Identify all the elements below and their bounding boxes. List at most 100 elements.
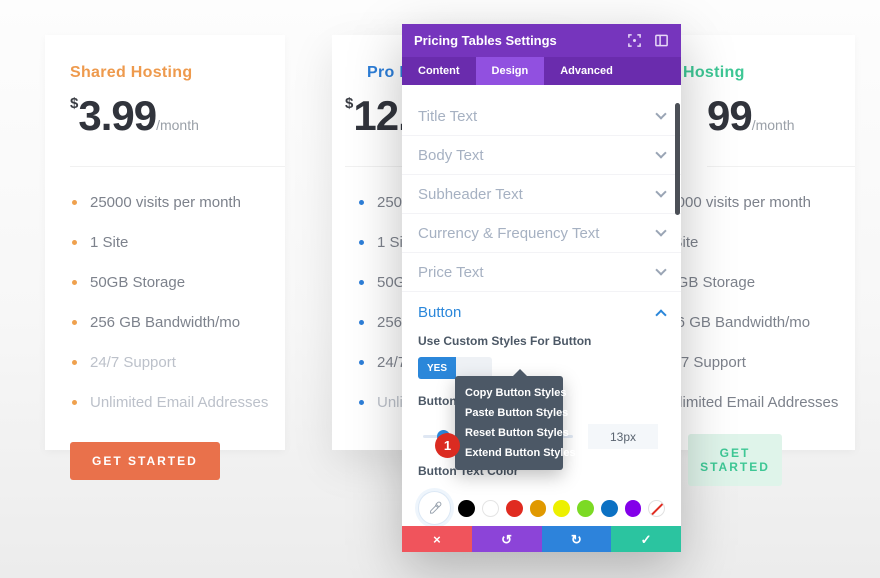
panel-layout-icon[interactable] bbox=[654, 33, 669, 48]
discard-button[interactable]: × bbox=[402, 526, 472, 552]
modal-header: Pricing Tables Settings bbox=[402, 24, 681, 57]
bullet-icon bbox=[359, 240, 364, 245]
color-swatch-row bbox=[418, 491, 665, 525]
section-title-text[interactable]: Title Text bbox=[402, 97, 681, 136]
feature-label: 256 GB Bandwidth/mo bbox=[660, 314, 811, 331]
feature-label: 24/7 Support bbox=[90, 354, 176, 371]
save-button[interactable]: ✓ bbox=[611, 526, 681, 552]
section-subheader-text[interactable]: Subheader Text bbox=[402, 175, 681, 214]
bullet-icon bbox=[359, 320, 364, 325]
feature-item: 25000 visits per month bbox=[72, 194, 285, 211]
bullet-icon bbox=[359, 400, 364, 405]
feature-label: Unlimited Email Addresses bbox=[90, 394, 269, 411]
chevron-down-icon bbox=[655, 186, 667, 198]
use-custom-styles-toggle[interactable]: YES bbox=[418, 357, 492, 379]
get-started-button[interactable]: GET STARTED bbox=[70, 442, 220, 480]
swatch-blue[interactable] bbox=[600, 499, 618, 517]
feature-label: 24/7 Support bbox=[660, 354, 746, 371]
chevron-down-icon bbox=[655, 147, 667, 159]
feature-item: 256 GB Bandwidth/mo bbox=[72, 314, 285, 331]
step-badge: 1 bbox=[435, 433, 460, 458]
currency-sign: $ bbox=[345, 95, 354, 112]
chevron-down-icon bbox=[655, 108, 667, 120]
use-custom-styles-label: Use Custom Styles For Button bbox=[418, 334, 592, 348]
bullet-icon bbox=[72, 240, 77, 245]
feature-item: 50GB Storage bbox=[72, 274, 285, 291]
feature-item: 24/7 Support bbox=[72, 354, 285, 371]
card-title: Hosting bbox=[683, 64, 745, 81]
bullet-icon bbox=[72, 280, 77, 285]
tab-design[interactable]: Design bbox=[475, 57, 545, 85]
swatch-black[interactable] bbox=[458, 499, 476, 517]
expand-focus-icon[interactable] bbox=[627, 33, 642, 48]
pricing-tables-settings-modal: Pricing Tables Settings Content Design A… bbox=[402, 24, 681, 552]
feature-list: 25000 visits per month 1 Site 50GB Stora… bbox=[72, 194, 285, 411]
swatch-purple[interactable] bbox=[624, 499, 642, 517]
feature-label: 25000 visits per month bbox=[90, 194, 241, 211]
bullet-icon bbox=[72, 400, 77, 405]
feature-item: 1 Site bbox=[72, 234, 285, 251]
redo-button[interactable]: ↻ bbox=[541, 526, 612, 552]
feature-label: 1 Site bbox=[90, 234, 129, 251]
section-label: Currency & Frequency Text bbox=[418, 224, 600, 242]
bullet-icon bbox=[72, 320, 77, 325]
price-value: 99 bbox=[707, 92, 753, 139]
copy-button-styles-item[interactable]: Copy Button Styles bbox=[465, 387, 567, 399]
get-started-button[interactable]: GET STARTED bbox=[688, 434, 782, 486]
button-styles-context-menu: Copy Button Styles Paste Button Styles R… bbox=[455, 369, 576, 470]
swatch-red[interactable] bbox=[505, 499, 523, 517]
extend-button-styles-item[interactable]: Extend Button Styles bbox=[465, 447, 576, 459]
modal-scrollbar-thumb[interactable] bbox=[675, 103, 680, 215]
eyedropper-icon bbox=[429, 501, 442, 514]
currency-sign: $ bbox=[70, 95, 79, 112]
section-price-text[interactable]: Price Text bbox=[402, 253, 681, 292]
size-value-input[interactable]: 13px bbox=[588, 424, 658, 449]
section-button[interactable]: Button bbox=[418, 304, 667, 321]
price-value: 3.99 bbox=[78, 92, 157, 139]
bullet-icon bbox=[72, 360, 77, 365]
price: 99/month bbox=[707, 92, 855, 167]
swatch-green[interactable] bbox=[577, 499, 594, 517]
eyedropper-button[interactable] bbox=[418, 491, 452, 525]
modal-title: Pricing Tables Settings bbox=[414, 33, 557, 48]
feature-item: Unlimited Email Addresses bbox=[72, 394, 285, 411]
bullet-icon bbox=[72, 200, 77, 205]
pricing-card-shared-hosting: Shared Hosting $3.99/month 25000 visits … bbox=[45, 35, 285, 480]
price: $3.99/month bbox=[70, 92, 285, 167]
swatch-yellow[interactable] bbox=[553, 499, 571, 517]
modal-footer: × ↺ ↻ ✓ bbox=[402, 526, 681, 552]
feature-label: Unlimited Email Addresses bbox=[660, 394, 839, 411]
modal-body: Title Text Body Text Subheader Text Curr… bbox=[402, 85, 681, 526]
section-body-text[interactable]: Body Text bbox=[402, 136, 681, 175]
reset-button-styles-item[interactable]: Reset Button Styles bbox=[465, 427, 569, 439]
section-label: Body Text bbox=[418, 146, 484, 164]
chevron-up-icon bbox=[655, 308, 667, 321]
chevron-down-icon bbox=[655, 225, 667, 237]
bullet-icon bbox=[359, 360, 364, 365]
feature-list: 25000 visits per month 1 Site 50GB Stora… bbox=[642, 194, 855, 411]
swatch-white[interactable] bbox=[482, 499, 499, 517]
modal-tabs: Content Design Advanced bbox=[402, 57, 681, 85]
feature-label: 256 GB Bandwidth/mo bbox=[90, 314, 241, 331]
price-period: /month bbox=[751, 117, 795, 133]
swatch-none[interactable] bbox=[648, 499, 665, 517]
section-label: Button bbox=[418, 304, 462, 321]
tab-advanced[interactable]: Advanced bbox=[560, 65, 613, 77]
tab-content[interactable]: Content bbox=[418, 65, 460, 77]
paste-button-styles-item[interactable]: Paste Button Styles bbox=[465, 407, 569, 419]
feature-label: 25000 visits per month bbox=[660, 194, 811, 211]
card-title: Shared Hosting bbox=[70, 64, 193, 81]
feature-label: 50GB Storage bbox=[660, 274, 756, 291]
toggle-yes-label: YES bbox=[418, 357, 456, 379]
accordion-list: Title Text Body Text Subheader Text Curr… bbox=[402, 97, 681, 292]
bullet-icon bbox=[359, 280, 364, 285]
section-label: Title Text bbox=[418, 107, 478, 125]
swatch-orange[interactable] bbox=[529, 499, 547, 517]
feature-label: 50GB Storage bbox=[90, 274, 186, 291]
section-label: Subheader Text bbox=[418, 185, 523, 203]
section-currency-frequency-text[interactable]: Currency & Frequency Text bbox=[402, 214, 681, 253]
undo-button[interactable]: ↺ bbox=[471, 526, 542, 552]
section-label: Price Text bbox=[418, 263, 484, 281]
price-period: /month bbox=[156, 117, 199, 133]
chevron-down-icon bbox=[655, 264, 667, 276]
